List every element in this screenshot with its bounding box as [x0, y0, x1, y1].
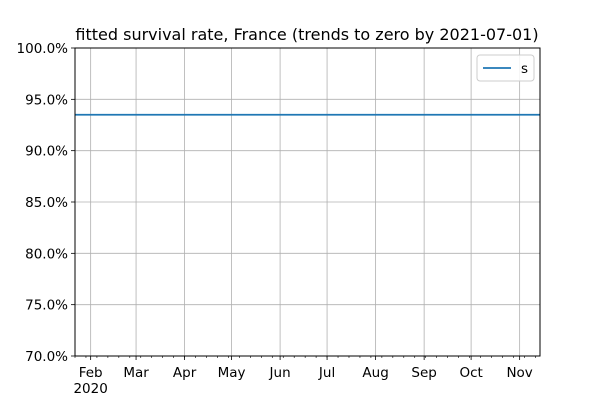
y-tick-label: 80.0% — [25, 246, 68, 262]
x-year-label: 2020 — [73, 381, 107, 397]
x-tick-label: Sep — [411, 365, 436, 381]
x-tick-label: Jun — [269, 365, 291, 381]
legend-label: s — [521, 61, 528, 77]
y-tick-label: 75.0% — [25, 298, 68, 314]
x-tick-label: Apr — [173, 365, 197, 381]
x-tick-label: Mar — [123, 365, 149, 381]
x-tick-label: Oct — [459, 365, 482, 381]
y-tick-label: 85.0% — [25, 195, 68, 211]
x-tick-label: Feb — [79, 365, 103, 381]
y-tick-label: 90.0% — [25, 144, 68, 160]
y-tick-label: 95.0% — [25, 92, 68, 108]
legend: s — [476, 54, 535, 82]
axis-ticks: 70.0% 75.0% 80.0% 85.0% 90.0% 95.0% 100.0% Feb M… — [17, 41, 536, 397]
grid-lines — [75, 47, 540, 357]
y-tick-label: 70.0% — [25, 349, 68, 365]
x-tick-label: May — [218, 365, 246, 381]
y-tick-label: 100.0% — [17, 41, 69, 57]
x-tick-label: Nov — [506, 365, 532, 381]
chart-title: fitted survival rate, France (trends to … — [75, 25, 538, 44]
x-tick-label: Jul — [318, 365, 335, 381]
x-tick-label: Aug — [362, 365, 388, 381]
